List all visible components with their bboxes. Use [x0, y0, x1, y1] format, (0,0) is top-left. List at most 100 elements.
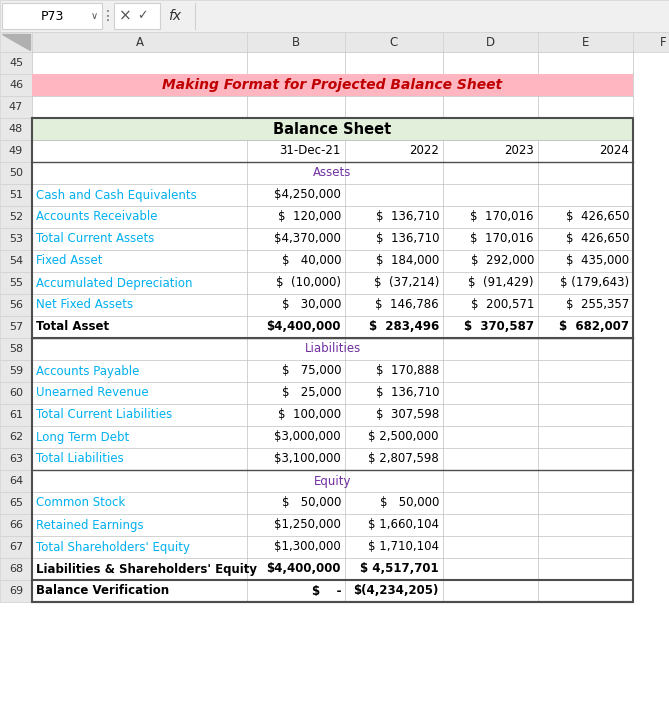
Bar	[0, 162, 32, 184]
Text: B: B	[292, 36, 300, 48]
Text: A: A	[136, 36, 143, 48]
Bar	[0, 118, 32, 140]
Bar	[0, 228, 32, 250]
Bar	[633, 32, 669, 52]
Text: $1,300,000: $1,300,000	[274, 540, 341, 553]
Text: $  136,710: $ 136,710	[375, 210, 439, 223]
Text: $    -: $ -	[312, 585, 341, 597]
Text: $ (179,643): $ (179,643)	[560, 277, 629, 289]
Bar	[0, 250, 32, 272]
Bar	[32, 118, 633, 140]
Text: 54: 54	[9, 256, 23, 266]
Text: 61: 61	[9, 410, 23, 420]
Bar	[538, 32, 633, 52]
Bar	[0, 470, 32, 492]
Text: $3,100,000: $3,100,000	[274, 453, 341, 466]
Text: $   30,000: $ 30,000	[282, 299, 341, 312]
Text: $  136,710: $ 136,710	[375, 386, 439, 399]
Text: 45: 45	[9, 58, 23, 68]
Text: $  184,000: $ 184,000	[376, 255, 439, 267]
Text: 62: 62	[9, 432, 23, 442]
Text: 2024: 2024	[599, 145, 629, 158]
Bar	[247, 32, 345, 52]
Text: 57: 57	[9, 322, 23, 332]
Text: $  100,000: $ 100,000	[278, 409, 341, 421]
Text: Liabilities: Liabilities	[304, 342, 361, 356]
Text: $  200,571: $ 200,571	[470, 299, 534, 312]
Text: Retained Earnings: Retained Earnings	[36, 518, 144, 531]
Text: $  (37,214): $ (37,214)	[373, 277, 439, 289]
Bar	[2, 3, 102, 29]
Bar	[345, 32, 443, 52]
Text: Balance Verification: Balance Verification	[36, 585, 169, 597]
Text: $ 4,517,701: $ 4,517,701	[361, 563, 439, 575]
Text: 69: 69	[9, 586, 23, 596]
Text: Unearned Revenue: Unearned Revenue	[36, 386, 149, 399]
Text: $  136,710: $ 136,710	[375, 232, 439, 245]
Bar	[0, 184, 32, 206]
Bar	[0, 514, 32, 536]
Bar	[0, 492, 32, 514]
Text: $  170,016: $ 170,016	[470, 232, 534, 245]
Text: 52: 52	[9, 212, 23, 222]
Bar	[32, 52, 633, 602]
Text: $  (10,000): $ (10,000)	[276, 277, 341, 289]
Text: $  170,016: $ 170,016	[470, 210, 534, 223]
Text: 63: 63	[9, 454, 23, 464]
Text: $  435,000: $ 435,000	[566, 255, 629, 267]
Text: 59: 59	[9, 366, 23, 376]
Text: 53: 53	[9, 234, 23, 244]
Text: $ 2,500,000: $ 2,500,000	[369, 431, 439, 443]
Text: Total Shareholders' Equity: Total Shareholders' Equity	[36, 540, 190, 553]
Text: Accounts Receivable: Accounts Receivable	[36, 210, 157, 223]
Text: $  426,650: $ 426,650	[565, 232, 629, 245]
Text: $ 1,660,104: $ 1,660,104	[368, 518, 439, 531]
Text: 68: 68	[9, 564, 23, 574]
Text: $  426,650: $ 426,650	[565, 210, 629, 223]
Text: P73: P73	[40, 9, 64, 23]
Text: $  370,587: $ 370,587	[464, 321, 534, 334]
Text: $ 2,807,598: $ 2,807,598	[368, 453, 439, 466]
Text: Accumulated Depreciation: Accumulated Depreciation	[36, 277, 193, 289]
Text: ×: ×	[118, 9, 131, 24]
Text: 65: 65	[9, 498, 23, 508]
Text: 51: 51	[9, 190, 23, 200]
Text: Balance Sheet: Balance Sheet	[274, 121, 391, 136]
Text: C: C	[390, 36, 398, 48]
Bar	[32, 32, 247, 52]
Text: 2023: 2023	[504, 145, 534, 158]
Text: D: D	[486, 36, 495, 48]
Text: 50: 50	[9, 168, 23, 178]
Bar	[0, 52, 32, 74]
Text: 67: 67	[9, 542, 23, 552]
Bar	[0, 272, 32, 294]
Bar	[32, 74, 633, 96]
Text: Long Term Debt: Long Term Debt	[36, 431, 129, 443]
Text: 48: 48	[9, 124, 23, 134]
Bar	[0, 74, 32, 96]
Text: $3,000,000: $3,000,000	[274, 431, 341, 443]
Text: 55: 55	[9, 278, 23, 288]
Bar	[0, 140, 32, 162]
Text: E: E	[582, 36, 589, 48]
Bar	[0, 0, 669, 32]
Text: 60: 60	[9, 388, 23, 398]
Bar	[0, 360, 32, 382]
Text: $  120,000: $ 120,000	[278, 210, 341, 223]
Bar	[0, 426, 32, 448]
Bar	[0, 580, 32, 602]
Text: Cash and Cash Equivalents: Cash and Cash Equivalents	[36, 188, 197, 202]
Bar	[0, 536, 32, 558]
Text: Equity: Equity	[314, 474, 351, 488]
Text: 49: 49	[9, 146, 23, 156]
Text: ⋮: ⋮	[101, 9, 115, 23]
Text: $   25,000: $ 25,000	[282, 386, 341, 399]
Bar	[0, 558, 32, 580]
Text: F: F	[660, 36, 666, 48]
Text: $1,250,000: $1,250,000	[274, 518, 341, 531]
Text: Common Stock: Common Stock	[36, 496, 125, 510]
Text: $  146,786: $ 146,786	[375, 299, 439, 312]
Text: 58: 58	[9, 344, 23, 354]
Text: 46: 46	[9, 80, 23, 90]
Text: 47: 47	[9, 102, 23, 112]
